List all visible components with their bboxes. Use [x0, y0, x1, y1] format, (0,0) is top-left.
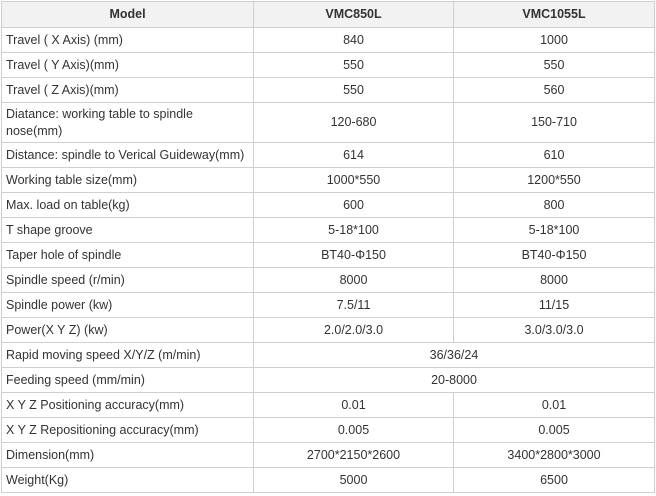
vmc850l-value: 550 — [253, 77, 454, 103]
row-label: X Y Z Positioning accuracy(mm) — [1, 392, 254, 418]
table-row: Travel ( Y Axis)(mm) 550 550 — [1, 52, 655, 78]
row-label: Travel ( Y Axis)(mm) — [1, 52, 254, 78]
vmc1055l-value: 8000 — [453, 267, 655, 293]
row-label: Power(X Y Z) (kw) — [1, 317, 254, 343]
row-label: Taper hole of spindle — [1, 242, 254, 268]
vmc850l-value: 2700*2150*2600 — [253, 442, 454, 468]
table-body: Travel ( X Axis) (mm) 840 1000 Travel ( … — [1, 27, 655, 493]
table-row: Max. load on table(kg) 600 800 — [1, 192, 655, 218]
row-label: Dimension(mm) — [1, 442, 254, 468]
table-row: Spindle speed (r/min) 8000 8000 — [1, 267, 655, 293]
vmc1055l-value: 800 — [453, 192, 655, 218]
vmc850l-value: 2.0/2.0/3.0 — [253, 317, 454, 343]
table-row: Travel ( X Axis) (mm) 840 1000 — [1, 27, 655, 53]
table-row: Working table size(mm) 1000*550 1200*550 — [1, 167, 655, 193]
vmc1055l-value: 1200*550 — [453, 167, 655, 193]
vmc850l-value: 8000 — [253, 267, 454, 293]
vmc1055l-value: BT40-Φ150 — [453, 242, 655, 268]
table-row: Power(X Y Z) (kw) 2.0/2.0/3.0 3.0/3.0/3.… — [1, 317, 655, 343]
vmc1055l-value: 6500 — [453, 467, 655, 493]
vmc850l-value: 1000*550 — [253, 167, 454, 193]
table-row: Spindle power (kw) 7.5/11 11/15 — [1, 292, 655, 318]
row-label: Rapid moving speed X/Y/Z (m/min) — [1, 342, 254, 368]
row-label: Travel ( Z Axis)(mm) — [1, 77, 254, 103]
vmc850l-value: 614 — [253, 142, 454, 168]
vmc850l-value: 5000 — [253, 467, 454, 493]
table-row: X Y Z Repositioning accuracy(mm) 0.005 0… — [1, 417, 655, 443]
row-label: Working table size(mm) — [1, 167, 254, 193]
row-label: X Y Z Repositioning accuracy(mm) — [1, 417, 254, 443]
vmc850l-value: 5-18*100 — [253, 217, 454, 243]
vmc1055l-value: 0.01 — [453, 392, 655, 418]
row-label: Feeding speed (mm/min) — [1, 367, 254, 393]
table-row: T shape groove 5-18*100 5-18*100 — [1, 217, 655, 243]
row-label: Weight(Kg) — [1, 467, 254, 493]
vmc850l-value: 550 — [253, 52, 454, 78]
vmc1055l-value: 550 — [453, 52, 655, 78]
vmc1055l-value: 3400*2800*3000 — [453, 442, 655, 468]
merged-value: 36/36/24 — [253, 342, 655, 368]
table-row: Rapid moving speed X/Y/Z (m/min) 36/36/2… — [1, 342, 655, 368]
row-label: Travel ( X Axis) (mm) — [1, 27, 254, 53]
vmc1055l-value: 0.005 — [453, 417, 655, 443]
vmc850l-value: 840 — [253, 27, 454, 53]
vmc1055l-value: 5-18*100 — [453, 217, 655, 243]
merged-value: 20-8000 — [253, 367, 655, 393]
vmc850l-value: 600 — [253, 192, 454, 218]
row-label: Distance: spindle to Verical Guideway(mm… — [1, 142, 254, 168]
table-row: Diatance: working table to spindle nose(… — [1, 102, 655, 143]
row-label: Spindle speed (r/min) — [1, 267, 254, 293]
table-row: Weight(Kg) 5000 6500 — [1, 467, 655, 493]
vmc1055l-value: 610 — [453, 142, 655, 168]
table-row: X Y Z Positioning accuracy(mm) 0.01 0.01 — [1, 392, 655, 418]
table-row: Feeding speed (mm/min) 20-8000 — [1, 367, 655, 393]
header-vmc1055l: VMC1055L — [453, 1, 655, 28]
table-row: Dimension(mm) 2700*2150*2600 3400*2800*3… — [1, 442, 655, 468]
vmc850l-value: 120-680 — [253, 102, 454, 143]
vmc850l-value: BT40-Φ150 — [253, 242, 454, 268]
vmc1055l-value: 150-710 — [453, 102, 655, 143]
vmc1055l-value: 3.0/3.0/3.0 — [453, 317, 655, 343]
vmc850l-value: 7.5/11 — [253, 292, 454, 318]
table-row: Taper hole of spindle BT40-Φ150 BT40-Φ15… — [1, 242, 655, 268]
table-row: Distance: spindle to Verical Guideway(mm… — [1, 142, 655, 168]
row-label: T shape groove — [1, 217, 254, 243]
vmc850l-value: 0.005 — [253, 417, 454, 443]
header-vmc850l: VMC850L — [253, 1, 454, 28]
header-model: Model — [1, 1, 254, 28]
header-row: Model VMC850L VMC1055L — [1, 1, 655, 28]
vmc850l-value: 0.01 — [253, 392, 454, 418]
row-label: Spindle power (kw) — [1, 292, 254, 318]
vmc1055l-value: 560 — [453, 77, 655, 103]
row-label: Diatance: working table to spindle nose(… — [1, 102, 254, 143]
vmc1055l-value: 11/15 — [453, 292, 655, 318]
table-row: Travel ( Z Axis)(mm) 550 560 — [1, 77, 655, 103]
table-header: Model VMC850L VMC1055L — [1, 1, 655, 28]
row-label: Max. load on table(kg) — [1, 192, 254, 218]
vmc1055l-value: 1000 — [453, 27, 655, 53]
